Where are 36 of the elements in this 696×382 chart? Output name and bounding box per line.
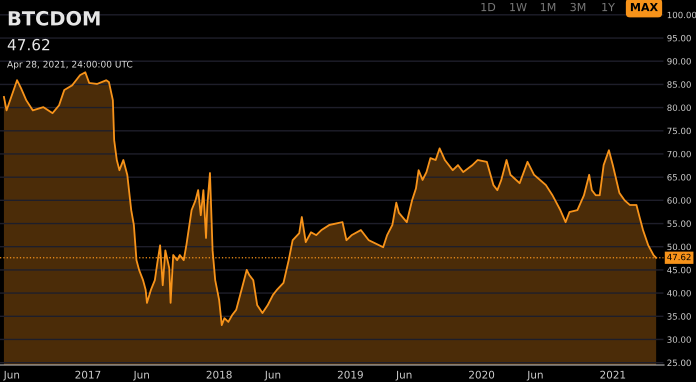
- y-tick-label: 45.00: [667, 266, 691, 274]
- annotation: 3M: [570, 2, 586, 12]
- y-tick-label: 75.00: [667, 128, 691, 134]
- x-tick-label: 2021: [600, 370, 626, 379]
- annotation: 1Y: [602, 2, 615, 12]
- x-tick-label: 2018: [206, 370, 232, 379]
- annotation: 1D: [481, 2, 496, 12]
- y-tick-label: 70.00: [667, 150, 691, 158]
- annotation: Apr 28, 2021, 24:00:00 UTC: [7, 60, 132, 70]
- y-tick-label: 50.00: [667, 244, 691, 250]
- y-tick-label: 90.00: [667, 58, 691, 65]
- y-tick-label: 60.00: [667, 197, 691, 204]
- y-tick-label: 55.00: [667, 220, 691, 227]
- x-tick-label: 2020: [469, 370, 494, 379]
- annotation: 1M: [540, 2, 556, 12]
- y-tick-label: 65.00: [667, 174, 691, 181]
- x-tick-label: Jun: [133, 370, 149, 381]
- y-tick-label: 35.00: [667, 313, 691, 320]
- y-tick-label: 85.00: [667, 81, 691, 88]
- x-tick-label: 2019: [338, 370, 363, 379]
- y-tick-label: 100.00: [668, 12, 696, 18]
- x-tick-label: Jun: [264, 370, 280, 381]
- annotation: 1W: [510, 2, 527, 12]
- x-tick-label: Jun: [526, 370, 543, 381]
- y-tick-label: 30.00: [667, 336, 691, 343]
- x-tick-label: Jun: [395, 370, 412, 381]
- y-tick-label: 25.00: [667, 360, 691, 366]
- y-tick-label: 95.00: [667, 34, 691, 42]
- x-tick-label: Jun: [3, 370, 20, 381]
- x-tick-label: 2017: [75, 370, 100, 379]
- text: 47.62: [8, 38, 50, 50]
- y-tick-label: 80.00: [667, 104, 691, 111]
- annotation: MAX: [630, 2, 658, 12]
- ref-line-label: 47.62: [667, 254, 691, 260]
- y-tick-label: 40.00: [667, 290, 691, 297]
- chart-title: BTCDOM: [8, 10, 100, 26]
